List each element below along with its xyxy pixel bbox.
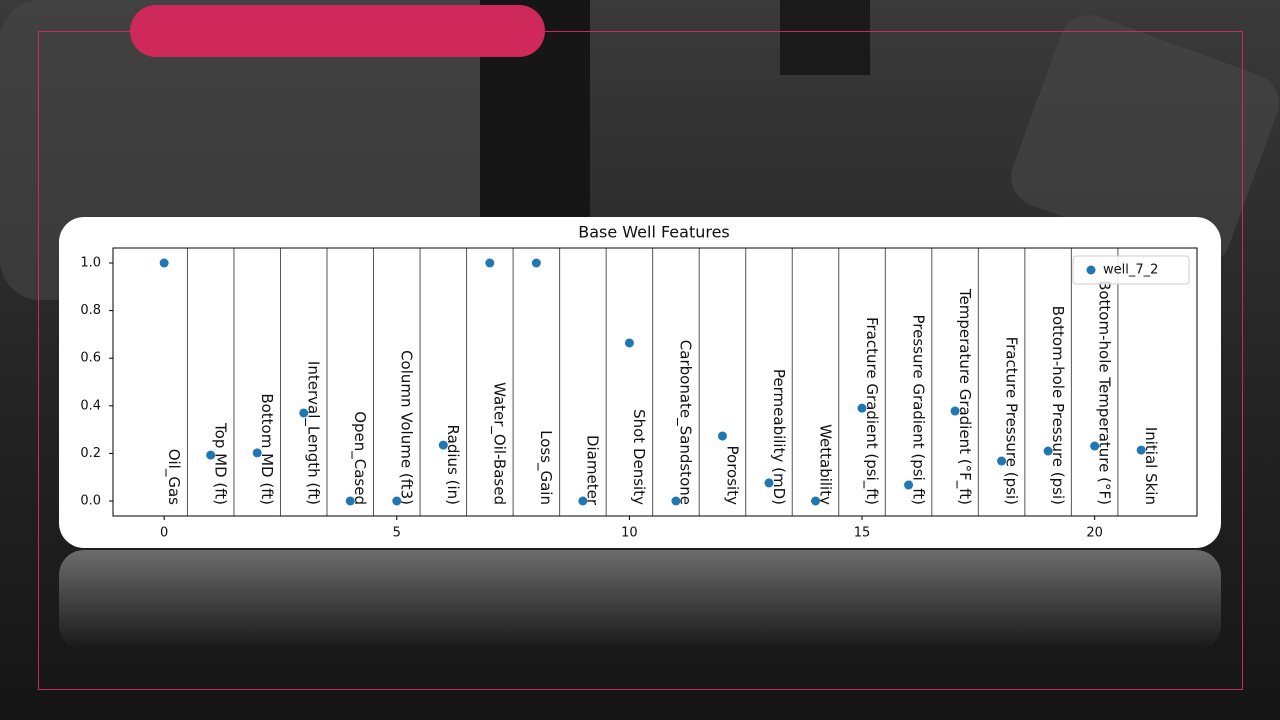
point (764, 478, 774, 488)
y-tick-label: 0.6 (80, 351, 101, 366)
bg-shape (1011, 15, 1279, 265)
category-label: Permeability (mD) (770, 369, 788, 505)
point (671, 496, 681, 506)
x-tick-label: 0 (160, 526, 168, 541)
y-tick-label: 0.8 (80, 303, 101, 318)
y-tick-label: 0.2 (80, 446, 101, 461)
point (997, 456, 1007, 466)
category-label: Temperature Gradient (°F_ft) (955, 288, 974, 505)
point (392, 496, 402, 506)
point (578, 496, 588, 506)
category-label: Initial Skin (1142, 427, 1160, 505)
bg-building (780, 0, 870, 75)
chart-title: Base Well Features (578, 223, 730, 242)
category-label: Water_Oil-Based (490, 382, 509, 505)
category-label: Wettability (816, 424, 834, 505)
x-tick-label: 20 (1086, 526, 1103, 541)
point (717, 431, 727, 441)
point (1043, 446, 1053, 456)
point (345, 496, 355, 506)
title-banner (130, 5, 545, 57)
y-tick-label: 1.0 (80, 255, 101, 270)
point (485, 258, 495, 268)
card-reflection (59, 550, 1221, 650)
category-label: Carbonate_Sandstone (676, 340, 695, 505)
point (624, 338, 634, 348)
x-tick-label: 15 (854, 526, 871, 541)
point (531, 258, 541, 268)
category-label: Porosity (723, 446, 741, 506)
legend-box (1072, 255, 1190, 285)
point (1090, 441, 1100, 451)
y-tick-label: 0.0 (80, 494, 101, 509)
point (1136, 445, 1146, 455)
point (811, 496, 821, 506)
legend-marker (1086, 265, 1096, 275)
point (299, 408, 309, 418)
legend: well_7_2 (1072, 255, 1190, 285)
point (904, 480, 914, 490)
category-label: Pressure Gradient (psi_ft) (908, 315, 927, 505)
legend-label: well_7_2 (1103, 263, 1158, 278)
category-label: Bottom-hole Temperature (°F) (1095, 280, 1113, 505)
category-label: Diameter (584, 435, 602, 506)
category-label: Shot Density (630, 409, 648, 505)
chart: 0.0 0.2 0.4 0.6 0.8 1.0 0 5 10 15 20 Oil_Gas Top MD … (80, 247, 1198, 541)
point (252, 448, 262, 458)
point (950, 406, 960, 416)
category-label: Column Volume (ft3) (398, 350, 416, 505)
point (438, 440, 448, 450)
point (159, 258, 169, 268)
x-tick-label: 5 (393, 526, 401, 541)
category-label: Top MD (ft) (212, 422, 230, 505)
point (857, 403, 867, 413)
category-label: Fracture Pressure (psi) (1002, 337, 1020, 505)
frame (38, 31, 1243, 690)
category-label: Bottom MD (ft) (258, 393, 276, 505)
category-label: Radius (in) (444, 425, 462, 505)
category-label: Bottom-hole Pressure (psi) (1049, 306, 1067, 505)
chart-card (59, 217, 1221, 548)
x-tick-label: 10 (621, 526, 638, 541)
category-label: Interval_Length (ft) (304, 361, 323, 505)
point (206, 450, 216, 460)
category-label: Oil_Gas (164, 449, 183, 505)
plot-frame (112, 247, 1198, 517)
category-label: Loss_Gain (536, 430, 555, 505)
category-label: Open_Cased (350, 411, 369, 505)
category-label: Fracture Gradient (psi_ft) (862, 317, 881, 505)
y-tick-label: 0.4 (80, 398, 101, 413)
